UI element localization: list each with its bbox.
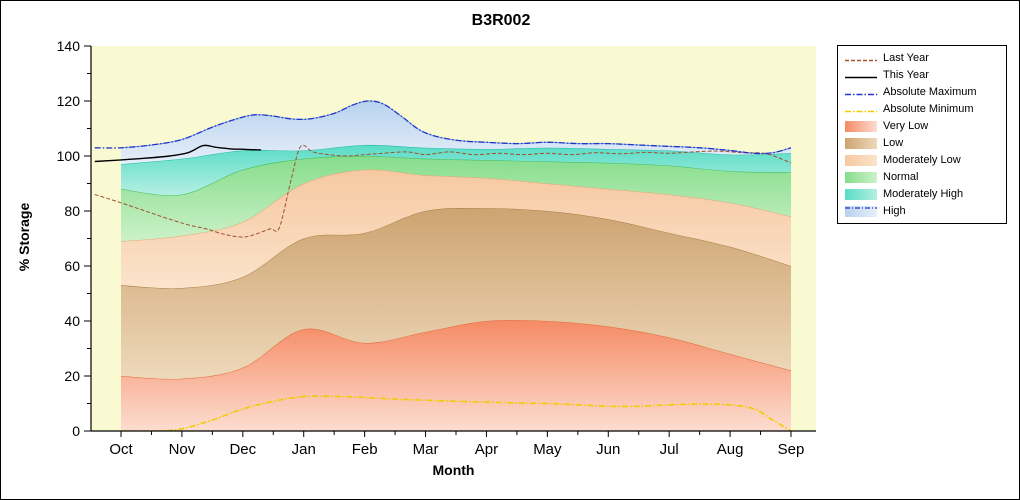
y-tick-label: 60 [64,258,80,274]
legend-label: Absolute Minimum [883,103,974,115]
legend-band-swatch-moderately-low [845,154,877,166]
x-tick-label: Apr [475,441,498,458]
legend-item-low: Low [845,136,999,150]
legend-label: Moderately Low [883,154,961,166]
legend-label: Normal [883,171,919,183]
legend-item-very-low: Very Low [845,119,999,133]
legend-band-swatch-low [845,137,877,149]
legend-item-absolute-maximum: Absolute Maximum [845,85,999,99]
band-edge-moderately-high [120,144,792,165]
legend-item-high: High [845,204,999,218]
legend-label: This Year [883,69,929,81]
line-last-year [94,144,792,238]
band-high [121,100,791,165]
legend-label: High [883,205,906,217]
y-tick-label: 80 [64,203,80,219]
x-axis-label: Month [432,462,475,478]
legend-label: Very Low [883,120,929,132]
x-tick-label: Jul [660,441,679,458]
legend-item-this-year: This Year [845,68,999,82]
y-tick-label: 20 [64,368,80,384]
legend-line-swatch-absolute-maximum [845,87,877,98]
legend-item-last-year: Last Year [845,51,999,65]
band-normal [121,156,791,242]
legend-line-swatch-absolute-minimum [845,104,877,115]
line-this-year [94,144,262,163]
legend-label: Absolute Maximum [883,86,977,98]
x-tick-label: May [533,441,562,458]
legend-item-moderately-low: Moderately Low [845,153,999,167]
x-tick-label: Mar [413,441,439,458]
legend: Last Year This Year Absolute Maximum Absolu… [837,45,1007,224]
x-tick-label: Aug [717,441,744,458]
band-very-low [121,319,791,431]
x-tick-label: Dec [229,441,256,458]
plot-area [94,100,792,431]
x-tick-label: Jun [596,441,620,458]
band-low [121,208,791,380]
legend-band-swatch-normal [845,171,877,183]
x-tick-label: Oct [109,441,133,458]
band-moderately-low [121,169,791,289]
y-tick-label: 120 [57,93,81,109]
y-tick-label: 100 [57,148,81,164]
y-tick-label: 140 [57,38,81,54]
legend-line-swatch-this-year [845,70,877,81]
band-moderately-high [121,144,791,196]
legend-label: Low [883,137,904,149]
line-absolute-maximum [94,100,792,155]
x-tick-label: Feb [352,441,378,458]
legend-band-swatch-high [845,205,877,217]
legend-item-moderately-high: Moderately High [845,187,999,201]
chart-title: B3R002 [471,12,531,29]
y-axis-label: % Storage [16,202,32,272]
x-tick-label: Jan [292,441,316,458]
legend-band-swatch-moderately-high [845,188,877,200]
y-tick-label: 0 [72,423,80,439]
legend-line-swatch-last-year [845,53,877,64]
x-tick-label: Nov [169,441,196,458]
legend-label: Moderately High [883,188,964,200]
legend-band-swatch-very-low [845,120,877,132]
legend-item-absolute-minimum: Absolute Minimum [845,102,999,116]
legend-label: Last Year [883,52,929,64]
legend-item-normal: Normal [845,170,999,184]
x-tick-label: Sep [778,441,805,458]
y-tick-label: 40 [64,313,80,329]
